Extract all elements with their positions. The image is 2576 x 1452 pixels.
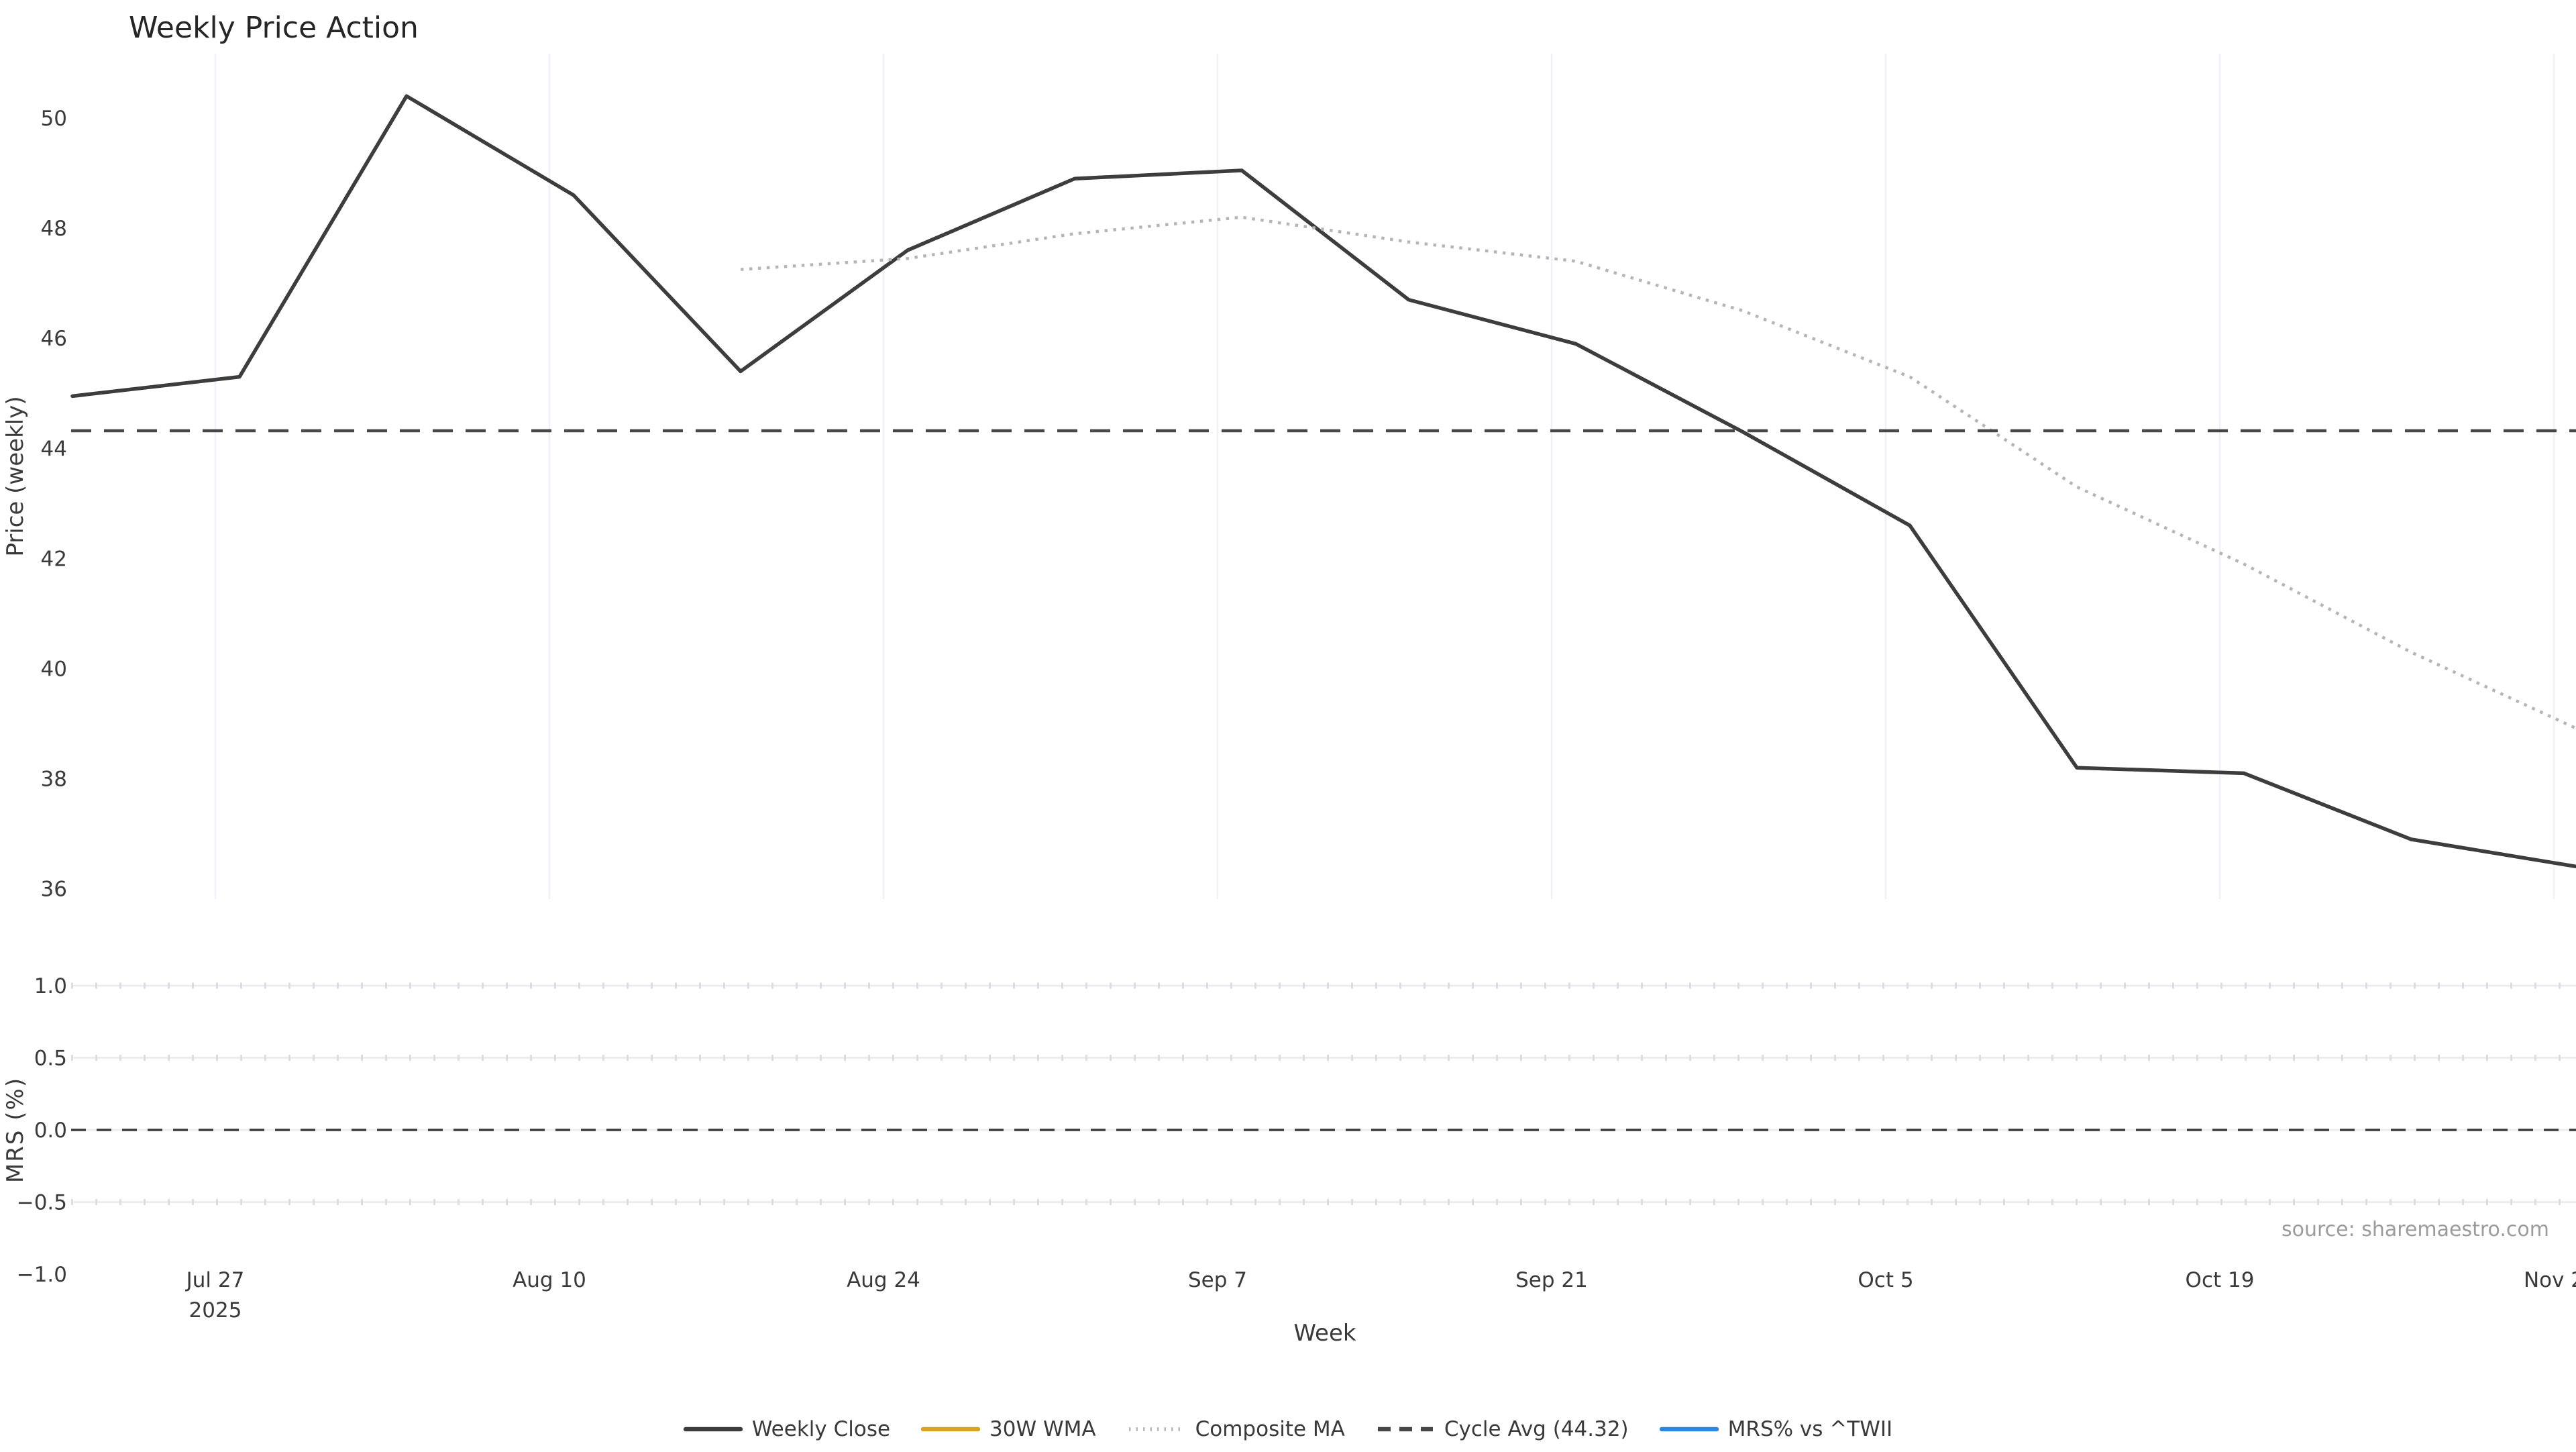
legend-label: Cycle Avg (44.32) — [1444, 1417, 1629, 1441]
mrs-y-tick-label: 0.5 — [34, 1047, 67, 1071]
price-y-tick-label: 38 — [41, 768, 67, 792]
x-tick-label: Aug 10 — [513, 1268, 586, 1292]
legend-label: Composite MA — [1195, 1417, 1345, 1441]
legend-swatch-solid-line-icon — [683, 1427, 743, 1432]
composite-ma-series — [740, 215, 2576, 730]
legend-item-cycle-avg-44-32-: Cycle Avg (44.32) — [1376, 1417, 1629, 1441]
legend-item-30w-wma: 30W WMA — [921, 1417, 1096, 1441]
price-y-tick-label: 36 — [41, 878, 67, 902]
price-y-tick-label: 44 — [41, 437, 67, 461]
price-y-tick-label: 50 — [41, 107, 67, 131]
series-layer — [70, 94, 2576, 1131]
weekly-close-series — [70, 94, 2576, 869]
legend-swatch-dashed-line-icon — [1377, 1427, 1433, 1432]
legend-item-weekly-close: Weekly Close — [683, 1417, 891, 1441]
mrs-y-tick-label: −1.0 — [17, 1263, 67, 1287]
mrs-y-tick-label: 1.0 — [34, 974, 67, 998]
grid-layer — [71, 54, 2576, 1205]
chart-legend: Weekly Close 30W WMA Composite MA Cycle Avg… — [0, 1409, 2576, 1449]
legend-item-mrs-vs-twii: MRS% vs ^TWII — [1659, 1417, 1893, 1441]
price-y-tick-label: 48 — [41, 217, 67, 241]
legend-swatch-solid-line-icon — [921, 1427, 981, 1432]
x-tick-year-label: 2025 — [189, 1298, 242, 1323]
price-y-tick-label: 42 — [41, 547, 67, 571]
tick-labels-layer: 50 48 46 44 42 40 38 36 1.0 0.5 0.0 −0.5 −1.0 Jul 27 2… — [17, 107, 2576, 1323]
price-y-tick-label: 40 — [41, 658, 67, 682]
mrs-y-tick-label: 0.0 — [34, 1119, 67, 1143]
x-tick-label: Sep 7 — [1188, 1268, 1247, 1292]
x-tick-label: Sep 21 — [1515, 1268, 1588, 1292]
legend-swatch-dotted-line-icon — [1128, 1427, 1184, 1431]
legend-item-composite-ma: Composite MA — [1127, 1417, 1345, 1441]
chart-title: Weekly Price Action — [129, 11, 419, 45]
legend-label: MRS% vs ^TWII — [1727, 1417, 1893, 1441]
x-tick-label: Aug 24 — [847, 1268, 920, 1292]
x-tick-label: Jul 27 — [185, 1268, 245, 1292]
legend-label: 30W WMA — [989, 1417, 1096, 1441]
source-credit: source: sharemaestro.com — [2282, 1218, 2549, 1241]
price-y-axis-title: Price (weekly) — [2, 396, 29, 556]
legend-label: Weekly Close — [751, 1417, 891, 1441]
mrs-y-axis-title: MRS (%) — [2, 1077, 29, 1183]
x-axis-title: Week — [1293, 1320, 1356, 1347]
x-tick-label: Oct 19 — [2186, 1268, 2255, 1292]
legend-swatch-solid-line-icon — [1659, 1427, 1719, 1432]
mrs-y-tick-label: −0.5 — [17, 1191, 67, 1215]
x-tick-label: Oct 5 — [1858, 1268, 1913, 1292]
price-y-tick-label: 46 — [41, 327, 67, 351]
x-tick-label: Nov 2 — [2524, 1268, 2576, 1292]
